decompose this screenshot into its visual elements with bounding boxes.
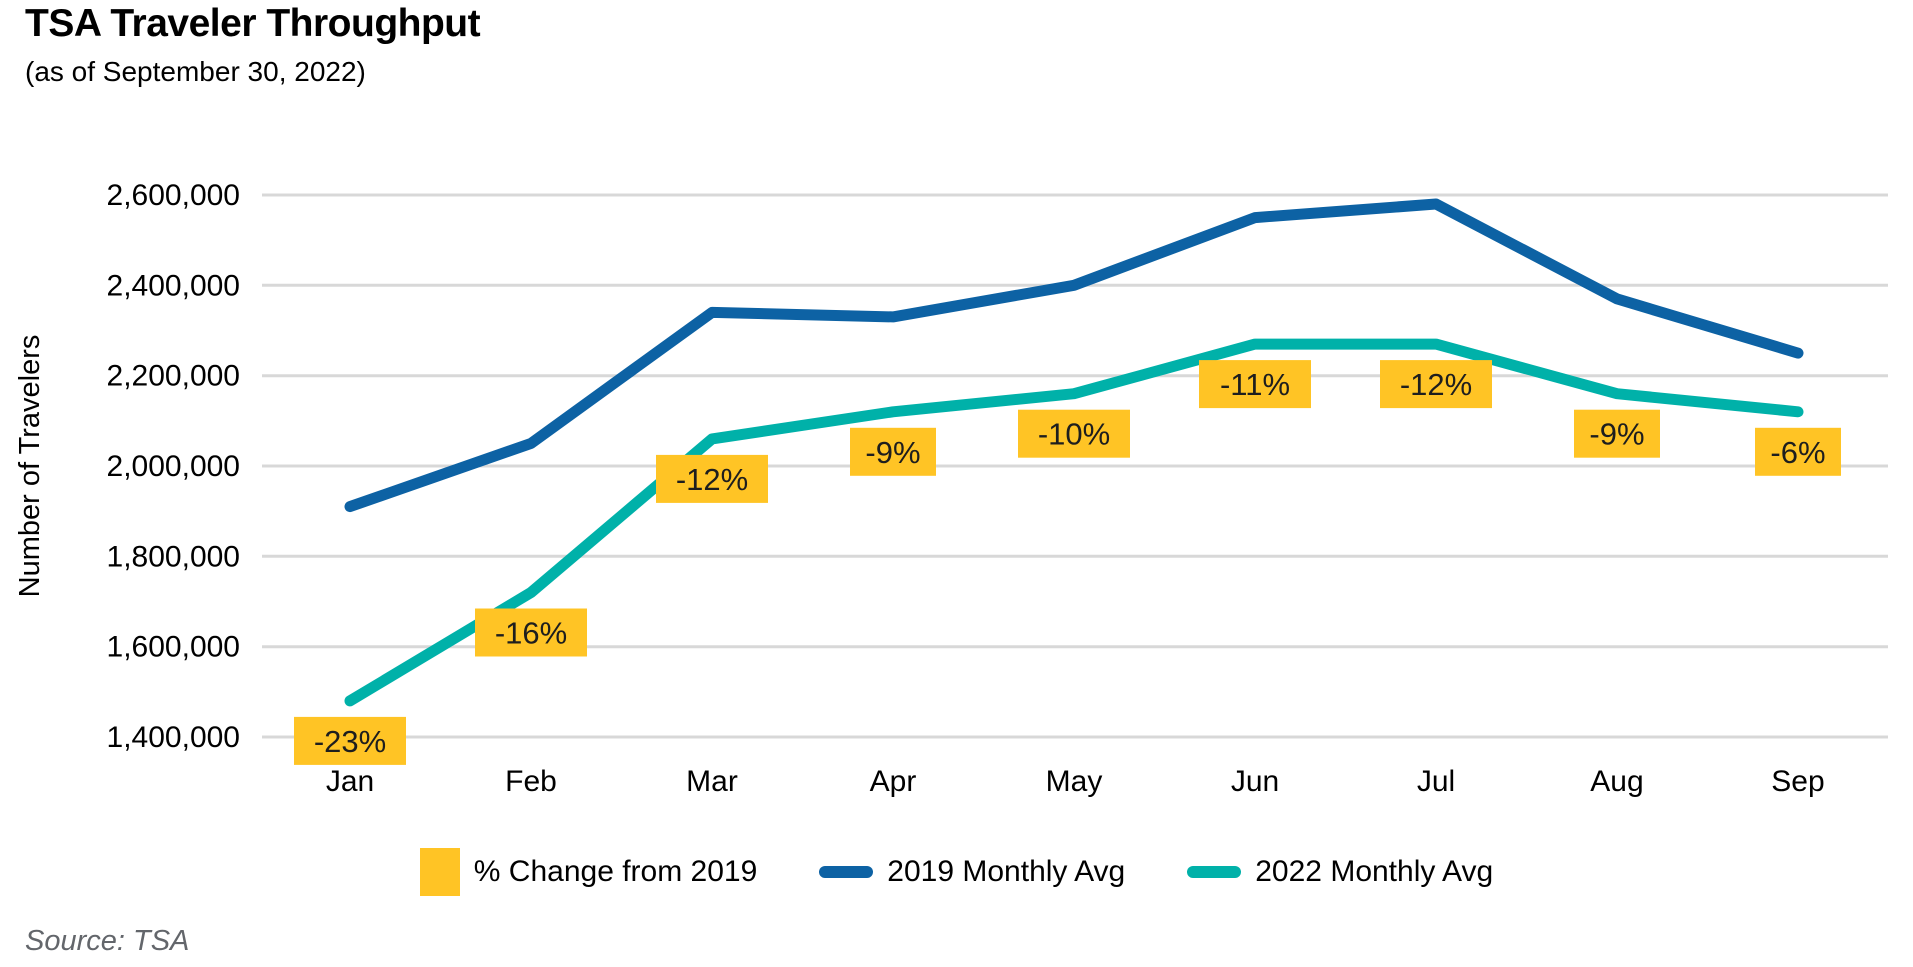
pct-change-label: -6% [1770,435,1825,470]
y-tick-label: 2,000,000 [107,450,240,483]
series-2019-swatch [819,866,874,878]
legend-item-2022: 2022 Monthly Avg [1187,855,1493,889]
x-tick-label: Jan [326,765,374,798]
y-tick-label: 1,600,000 [107,631,240,664]
pct-change-box [1755,427,1841,476]
pct-change-box [294,716,406,765]
pct-change-label: -12% [1400,367,1472,402]
legend-label-pct-change: % Change from 2019 [473,855,758,888]
pct-change-label: -23% [314,724,386,759]
pct-change-box [1574,409,1660,458]
page-title: TSA Traveler Throughput [25,2,481,45]
pct-change-box [475,608,587,657]
series-2022-swatch [1187,866,1242,878]
pct-change-swatch [419,848,460,896]
y-tick-label: 1,400,000 [107,721,240,754]
pct-change-label: -10% [1038,417,1110,452]
y-tick-label: 2,400,000 [107,269,240,302]
y-tick-label: 2,200,000 [107,360,240,393]
x-tick-label: Jul [1417,765,1455,798]
chart-legend: % Change from 2019 2019 Monthly Avg 2022… [0,848,1913,896]
pct-change-box [656,454,768,503]
pct-change-label: -11% [1220,367,1290,402]
pct-change-box [1380,360,1492,409]
x-tick-label: Apr [870,765,917,798]
source-attribution: Source: TSA [25,925,190,957]
pct-change-label: -9% [1589,417,1644,452]
pct-change-box [850,427,936,476]
y-tick-label: 1,800,000 [107,540,240,573]
pct-change-label: -12% [676,462,748,497]
legend-label-2019: 2019 Monthly Avg [887,855,1126,888]
pct-change-label: -9% [865,435,920,470]
chart-subtitle: (as of September 30, 2022) [25,56,366,87]
legend-item-2019: 2019 Monthly Avg [819,855,1125,889]
x-tick-label: Mar [686,765,738,798]
series-line-2019 [344,198,1804,513]
y-axis-title: Number of Travelers [14,335,46,598]
pct-change-box [1018,409,1130,458]
legend-item-pct-change: % Change from 2019 [419,848,758,896]
series-line-2022 [344,338,1804,707]
x-tick-label: Aug [1590,765,1643,798]
x-tick-label: Jun [1231,765,1279,798]
x-tick-label: May [1046,765,1103,798]
x-tick-label: Sep [1771,765,1824,798]
pct-change-box [1199,360,1311,409]
y-tick-label: 2,600,000 [107,179,240,212]
x-tick-label: Feb [505,765,557,798]
legend-label-2022: 2022 Monthly Avg [1255,855,1494,888]
pct-change-label: -16% [495,616,567,651]
